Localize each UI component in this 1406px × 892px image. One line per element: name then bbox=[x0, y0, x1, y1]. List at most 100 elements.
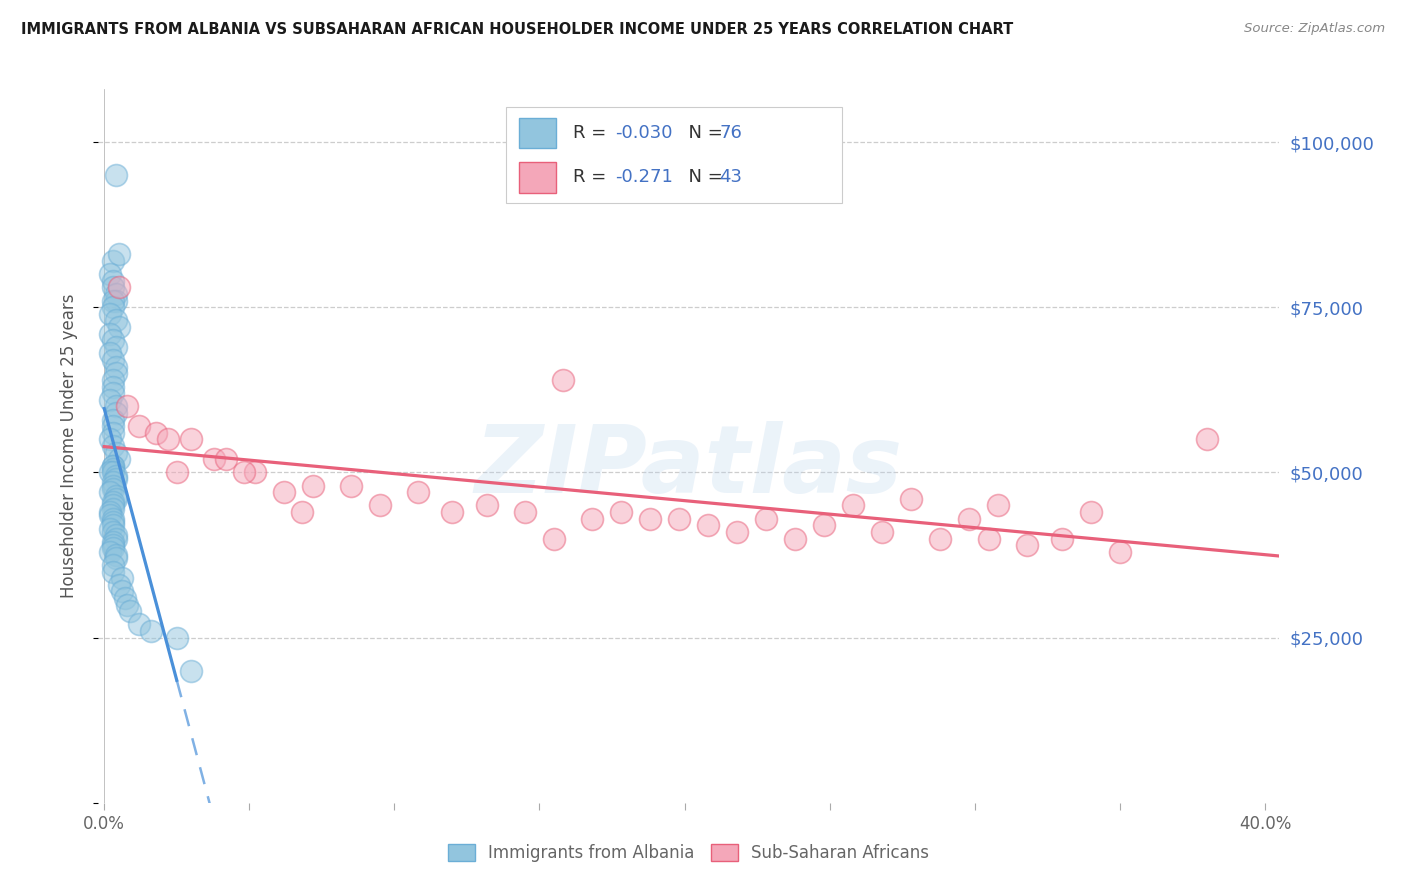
Point bbox=[340, 478, 363, 492]
Point bbox=[98, 466, 121, 480]
Point bbox=[104, 528, 127, 542]
Point bbox=[101, 478, 124, 492]
Point bbox=[107, 452, 129, 467]
Point bbox=[114, 591, 136, 605]
Point bbox=[243, 466, 266, 480]
Point bbox=[101, 254, 124, 268]
Point bbox=[145, 425, 167, 440]
Point bbox=[139, 624, 162, 638]
Point bbox=[302, 478, 325, 492]
Point bbox=[101, 499, 124, 513]
Text: N =: N = bbox=[678, 169, 728, 186]
Point bbox=[551, 373, 574, 387]
Point bbox=[101, 466, 124, 480]
Text: ZIPatlas: ZIPatlas bbox=[475, 421, 903, 514]
Point bbox=[204, 452, 226, 467]
Text: -0.271: -0.271 bbox=[616, 169, 673, 186]
Point bbox=[900, 491, 922, 506]
Point bbox=[104, 340, 127, 354]
Point bbox=[104, 406, 127, 420]
Point bbox=[101, 458, 124, 473]
Point bbox=[101, 541, 124, 556]
Point bbox=[232, 466, 254, 480]
Point bbox=[104, 400, 127, 414]
Point bbox=[638, 511, 661, 525]
Point bbox=[117, 400, 139, 414]
Point bbox=[166, 631, 188, 645]
Point bbox=[101, 386, 124, 401]
Point bbox=[104, 548, 127, 562]
Point bbox=[111, 571, 134, 585]
Point bbox=[117, 598, 139, 612]
Text: IMMIGRANTS FROM ALBANIA VS SUBSAHARAN AFRICAN HOUSEHOLDER INCOME UNDER 25 YEARS : IMMIGRANTS FROM ALBANIA VS SUBSAHARAN AF… bbox=[21, 22, 1014, 37]
Point bbox=[696, 518, 718, 533]
Point bbox=[180, 664, 202, 678]
Point bbox=[107, 578, 129, 592]
Point bbox=[101, 419, 124, 434]
Point bbox=[755, 511, 778, 525]
Point bbox=[104, 367, 127, 381]
Point bbox=[101, 373, 124, 387]
Point bbox=[101, 475, 124, 490]
Text: 43: 43 bbox=[720, 169, 742, 186]
Point bbox=[104, 445, 127, 459]
Point bbox=[273, 485, 295, 500]
Point bbox=[101, 458, 124, 473]
Point bbox=[98, 307, 121, 321]
Point bbox=[957, 511, 980, 525]
Point bbox=[104, 491, 127, 506]
Point bbox=[128, 419, 150, 434]
Point bbox=[104, 359, 127, 374]
Point bbox=[98, 545, 121, 559]
Point bbox=[101, 558, 124, 572]
Point bbox=[368, 499, 391, 513]
Point bbox=[98, 508, 121, 523]
Point bbox=[101, 565, 124, 579]
Point bbox=[104, 168, 127, 182]
Point bbox=[98, 267, 121, 281]
Point bbox=[581, 511, 603, 525]
Point bbox=[104, 293, 127, 308]
Point bbox=[290, 505, 312, 519]
Point bbox=[98, 392, 121, 407]
Point bbox=[166, 466, 188, 480]
Y-axis label: Householder Income Under 25 years: Householder Income Under 25 years bbox=[59, 293, 77, 599]
Point bbox=[128, 617, 150, 632]
Text: R =: R = bbox=[574, 169, 619, 186]
Point bbox=[101, 293, 124, 308]
Point bbox=[104, 472, 127, 486]
Point bbox=[1108, 545, 1130, 559]
Point bbox=[441, 505, 464, 519]
Point bbox=[477, 499, 499, 513]
Point bbox=[101, 412, 124, 426]
Point bbox=[1195, 433, 1218, 447]
Point bbox=[104, 287, 127, 301]
Point bbox=[101, 511, 124, 525]
Point bbox=[929, 532, 952, 546]
Point bbox=[1015, 538, 1038, 552]
Point bbox=[101, 524, 124, 539]
Point bbox=[104, 468, 127, 483]
Point bbox=[107, 320, 129, 334]
Point bbox=[120, 604, 142, 618]
Point bbox=[104, 551, 127, 566]
Point bbox=[98, 346, 121, 360]
Point bbox=[406, 485, 429, 500]
Point bbox=[101, 333, 124, 347]
Point bbox=[104, 489, 127, 503]
Point bbox=[101, 534, 124, 549]
Point bbox=[842, 499, 865, 513]
Point bbox=[101, 439, 124, 453]
Point bbox=[101, 538, 124, 552]
Point bbox=[101, 501, 124, 516]
Point bbox=[979, 532, 1001, 546]
Point bbox=[543, 532, 565, 546]
Text: N =: N = bbox=[678, 124, 728, 142]
Legend: Immigrants from Albania, Sub-Saharan Africans: Immigrants from Albania, Sub-Saharan Afr… bbox=[449, 844, 929, 863]
Text: -0.030: -0.030 bbox=[616, 124, 673, 142]
Point bbox=[101, 515, 124, 529]
Point bbox=[180, 433, 202, 447]
Point bbox=[1080, 505, 1102, 519]
Text: Source: ZipAtlas.com: Source: ZipAtlas.com bbox=[1244, 22, 1385, 36]
Point bbox=[157, 433, 180, 447]
